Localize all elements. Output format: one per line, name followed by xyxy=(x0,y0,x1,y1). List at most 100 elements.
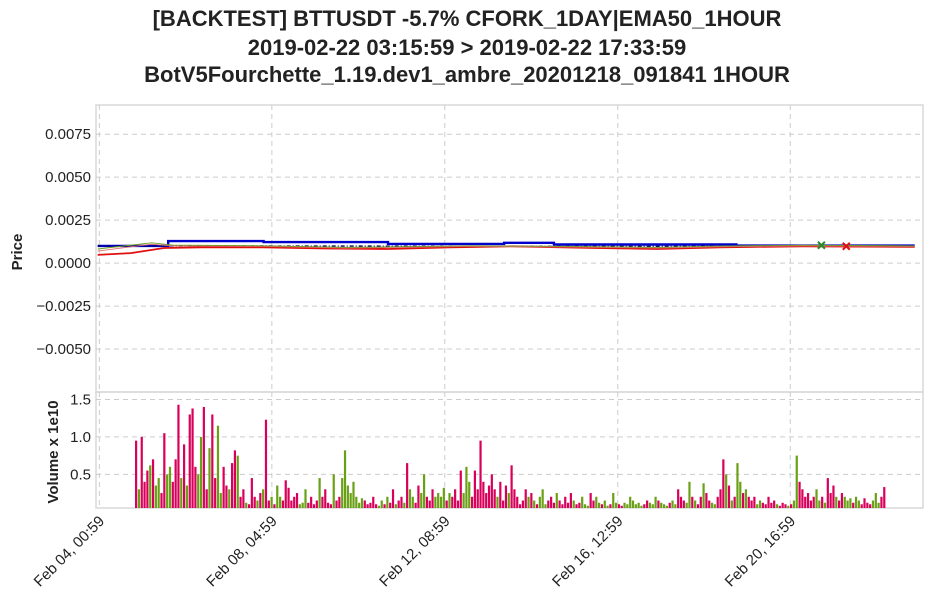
volume-bar xyxy=(496,496,499,508)
volume-bar xyxy=(883,487,886,508)
volume-bar xyxy=(671,500,674,508)
price-series-line xyxy=(97,245,915,256)
trade-marker-stroke xyxy=(842,242,851,251)
volume-bar xyxy=(725,474,728,508)
volume-bar xyxy=(756,504,759,508)
volume-bar xyxy=(852,502,855,508)
volume-bar xyxy=(239,496,242,508)
volume-bar xyxy=(230,463,234,508)
volume-bar xyxy=(389,502,392,508)
volume-bar xyxy=(524,489,527,508)
volume-bar xyxy=(442,487,445,508)
volume-bar xyxy=(281,500,285,508)
volume-bar xyxy=(730,500,733,508)
volume-bar xyxy=(400,496,403,508)
volume-bar xyxy=(499,481,502,508)
volume-bar xyxy=(140,436,143,508)
volume-bar xyxy=(637,502,640,508)
volume-bar xyxy=(863,498,866,508)
volume-bar xyxy=(533,500,536,508)
volume-bar xyxy=(744,489,748,508)
volume-bar xyxy=(137,489,141,508)
volume-bar xyxy=(558,500,561,508)
volume-bar xyxy=(544,504,547,508)
volume-bar xyxy=(214,478,217,508)
volume-bar xyxy=(304,489,307,508)
volume-bar xyxy=(826,478,829,508)
volume-bar xyxy=(205,489,208,508)
volume-bar xyxy=(609,504,612,508)
volume-bar xyxy=(343,450,347,508)
volume-bar xyxy=(312,504,316,508)
volume-bar xyxy=(750,500,753,508)
volume-bar xyxy=(228,489,231,508)
trade-marker-stroke xyxy=(817,241,826,250)
volume-bar xyxy=(197,474,200,508)
volume-bar xyxy=(259,493,262,508)
volume-bar xyxy=(363,500,366,508)
volume-bar xyxy=(660,502,663,508)
grid-lines xyxy=(96,105,923,508)
volume-bar xyxy=(691,496,694,508)
volume-bar xyxy=(295,493,299,508)
x-tick-label: Feb 12, 08:59 xyxy=(376,513,453,590)
volume-bar xyxy=(753,496,756,508)
volume-bar xyxy=(188,414,191,508)
x-tick-label: Feb 16, 12:59 xyxy=(549,513,626,590)
volume-bar xyxy=(631,500,635,508)
volume-bar xyxy=(626,504,629,508)
volume-bar xyxy=(620,505,623,508)
volume-bar xyxy=(487,485,491,508)
volume-bar xyxy=(651,504,654,508)
volume-bar xyxy=(564,496,567,508)
volume-bar xyxy=(324,489,327,508)
volume-bar xyxy=(394,504,397,508)
volume-bar xyxy=(177,404,180,508)
volume-bar xyxy=(428,500,431,508)
volume-bar xyxy=(391,489,395,508)
volume-bar xyxy=(806,493,810,508)
trade-marker xyxy=(842,242,851,251)
volume-bar xyxy=(341,478,344,508)
volume-bar xyxy=(784,504,787,508)
volume-bar xyxy=(403,502,406,508)
volume-bar xyxy=(770,502,773,508)
volume-bar xyxy=(386,496,389,508)
volume-bar xyxy=(208,448,211,508)
volume-bar xyxy=(572,500,575,508)
volume-bar xyxy=(764,504,767,508)
volume-bar xyxy=(473,470,476,508)
volume-bar xyxy=(298,504,301,508)
volume-bar xyxy=(417,485,420,508)
volume-bar xyxy=(733,496,736,508)
volume-bar xyxy=(374,504,378,508)
volume-bar xyxy=(465,466,468,508)
volume-bar xyxy=(262,489,265,508)
volume-bar xyxy=(547,500,550,508)
volume-bar xyxy=(708,500,711,508)
volume-bar xyxy=(871,500,875,508)
price-y-tick-label: 0.0050 xyxy=(45,169,91,186)
volume-bar xyxy=(160,493,163,508)
volume-bar xyxy=(654,496,657,508)
volume-bar xyxy=(677,489,680,508)
volume-bar xyxy=(332,474,335,508)
volume-bar xyxy=(504,485,508,508)
price-y-tick-label: 0.0000 xyxy=(45,255,91,272)
volume-bar xyxy=(773,500,776,508)
volume-bar xyxy=(372,496,375,508)
volume-bar xyxy=(818,500,821,508)
volume-bar xyxy=(408,489,412,508)
volume-bar xyxy=(185,485,189,508)
volume-bar xyxy=(561,504,564,508)
price-axis-label: Price xyxy=(9,234,26,271)
volume-bar xyxy=(434,496,437,508)
volume-bar xyxy=(713,504,716,508)
price-series-line xyxy=(97,242,915,250)
volume-bar xyxy=(854,496,858,508)
volume-bar xyxy=(366,504,369,508)
volume-bar xyxy=(253,496,256,508)
volume-bar xyxy=(411,496,414,508)
volume-bar xyxy=(278,496,282,508)
volume-bar xyxy=(869,504,872,508)
